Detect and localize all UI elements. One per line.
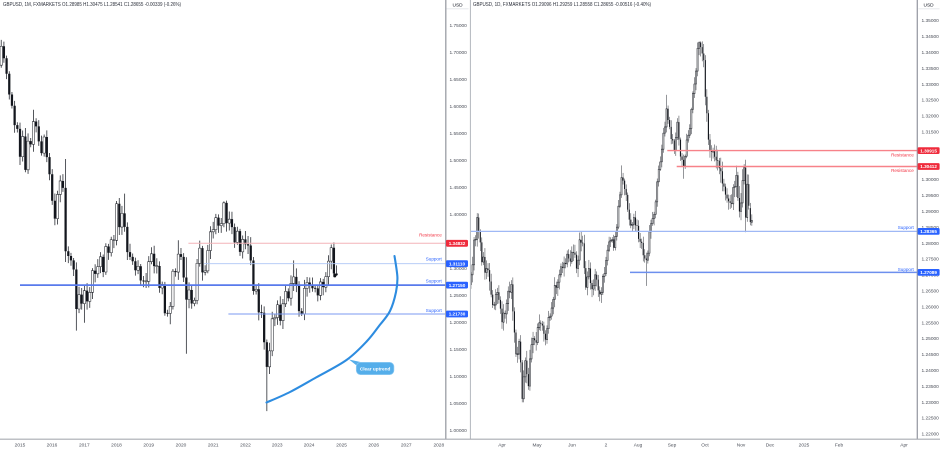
svg-text:2024: 2024 bbox=[304, 442, 315, 448]
svg-text:2017: 2017 bbox=[79, 442, 90, 448]
svg-text:1.35000: 1.35000 bbox=[922, 18, 940, 24]
svg-text:2016: 2016 bbox=[47, 442, 58, 448]
svg-text:1.50000: 1.50000 bbox=[450, 158, 468, 164]
svg-text:Support: Support bbox=[426, 278, 443, 283]
svg-text:1.00000: 1.00000 bbox=[450, 428, 468, 434]
svg-text:Jun: Jun bbox=[568, 442, 576, 448]
svg-text:2028: 2028 bbox=[433, 442, 444, 448]
svg-text:2023: 2023 bbox=[272, 442, 283, 448]
svg-text:1.34832: 1.34832 bbox=[449, 241, 466, 246]
svg-text:Aug: Aug bbox=[634, 442, 643, 448]
svg-text:2025: 2025 bbox=[336, 442, 347, 448]
svg-text:1.34000: 1.34000 bbox=[922, 50, 940, 56]
svg-text:2019: 2019 bbox=[143, 442, 154, 448]
svg-text:1.30412: 1.30412 bbox=[920, 164, 937, 169]
svg-text:1.22500: 1.22500 bbox=[922, 416, 940, 422]
svg-text:1.65000: 1.65000 bbox=[450, 77, 468, 83]
svg-text:1.30000: 1.30000 bbox=[450, 266, 468, 272]
svg-text:1.30000: 1.30000 bbox=[922, 177, 940, 183]
svg-text:2022: 2022 bbox=[240, 442, 251, 448]
svg-text:Resistance: Resistance bbox=[891, 168, 914, 173]
svg-text:2021: 2021 bbox=[208, 442, 219, 448]
svg-text:Dec: Dec bbox=[766, 442, 775, 448]
svg-text:1.33500: 1.33500 bbox=[922, 66, 940, 72]
svg-text:1.40000: 1.40000 bbox=[450, 212, 468, 218]
svg-text:1.21730: 1.21730 bbox=[449, 312, 466, 317]
svg-text:2018: 2018 bbox=[111, 442, 122, 448]
svg-text:USD: USD bbox=[924, 2, 935, 8]
svg-text:1.45000: 1.45000 bbox=[450, 185, 468, 191]
svg-text:1.25000: 1.25000 bbox=[450, 293, 468, 299]
svg-text:1.25500: 1.25500 bbox=[922, 320, 940, 326]
svg-text:Clear uptrend: Clear uptrend bbox=[360, 366, 391, 371]
svg-text:1.10000: 1.10000 bbox=[450, 374, 468, 380]
svg-text:1.24000: 1.24000 bbox=[922, 368, 940, 374]
svg-text:1.33000: 1.33000 bbox=[922, 82, 940, 88]
svg-text:1.60000: 1.60000 bbox=[450, 104, 468, 110]
svg-text:1.26500: 1.26500 bbox=[922, 289, 940, 295]
svg-text:1.24500: 1.24500 bbox=[922, 352, 940, 358]
svg-text:1.55000: 1.55000 bbox=[450, 131, 468, 137]
svg-text:2: 2 bbox=[605, 442, 608, 448]
svg-text:May: May bbox=[532, 442, 542, 448]
svg-text:1.28365: 1.28365 bbox=[920, 229, 937, 234]
svg-text:GBPUSD, 1M, FXMARKETS O1.28985: GBPUSD, 1M, FXMARKETS O1.28985 H1.30475 … bbox=[3, 2, 181, 8]
svg-text:Support: Support bbox=[426, 308, 443, 313]
svg-text:2025: 2025 bbox=[799, 442, 810, 448]
svg-text:Sep: Sep bbox=[668, 442, 677, 448]
svg-text:Nov: Nov bbox=[737, 442, 746, 448]
svg-text:2015: 2015 bbox=[15, 442, 26, 448]
svg-text:Oct: Oct bbox=[701, 442, 709, 448]
svg-text:1.29500: 1.29500 bbox=[922, 193, 940, 199]
svg-text:Support: Support bbox=[426, 257, 443, 262]
svg-text:1.28500: 1.28500 bbox=[922, 225, 940, 231]
svg-text:2026: 2026 bbox=[368, 442, 379, 448]
svg-text:1.70000: 1.70000 bbox=[450, 50, 468, 56]
svg-text:1.25000: 1.25000 bbox=[922, 336, 940, 342]
svg-text:GBPUSD, 1D, FXMARKETS O1.29096: GBPUSD, 1D, FXMARKETS O1.29096 H1.29259 … bbox=[473, 2, 651, 8]
svg-text:1.23500: 1.23500 bbox=[922, 384, 940, 390]
svg-text:1.20000: 1.20000 bbox=[450, 320, 468, 326]
svg-text:1.05000: 1.05000 bbox=[450, 401, 468, 407]
svg-text:1.32000: 1.32000 bbox=[922, 114, 940, 120]
svg-text:Support: Support bbox=[898, 225, 915, 230]
svg-text:1.15000: 1.15000 bbox=[450, 347, 468, 353]
svg-text:1.22000: 1.22000 bbox=[922, 432, 940, 438]
svg-text:Apr: Apr bbox=[900, 442, 908, 448]
svg-text:Apr: Apr bbox=[498, 442, 506, 448]
svg-text:1.26000: 1.26000 bbox=[922, 304, 940, 310]
svg-text:USD: USD bbox=[453, 2, 464, 8]
svg-text:1.30915: 1.30915 bbox=[920, 148, 937, 153]
svg-text:1.29000: 1.29000 bbox=[922, 209, 940, 215]
svg-text:Support: Support bbox=[898, 267, 915, 272]
svg-text:2020: 2020 bbox=[176, 442, 187, 448]
svg-text:Feb: Feb bbox=[835, 442, 844, 448]
svg-text:1.34500: 1.34500 bbox=[922, 34, 940, 40]
svg-text:1.27089: 1.27089 bbox=[920, 270, 937, 275]
svg-text:1.23000: 1.23000 bbox=[922, 400, 940, 406]
svg-text:1.28000: 1.28000 bbox=[922, 241, 940, 247]
svg-text:2027: 2027 bbox=[401, 442, 412, 448]
svg-text:1.32500: 1.32500 bbox=[922, 98, 940, 104]
svg-text:1.27150: 1.27150 bbox=[449, 283, 466, 288]
svg-text:1.31500: 1.31500 bbox=[922, 130, 940, 136]
svg-text:Resistance: Resistance bbox=[419, 233, 442, 238]
svg-text:1.75000: 1.75000 bbox=[450, 23, 468, 29]
svg-text:1.31110: 1.31110 bbox=[449, 261, 466, 266]
svg-text:1.27500: 1.27500 bbox=[922, 257, 940, 263]
svg-text:Resistance: Resistance bbox=[891, 152, 914, 157]
